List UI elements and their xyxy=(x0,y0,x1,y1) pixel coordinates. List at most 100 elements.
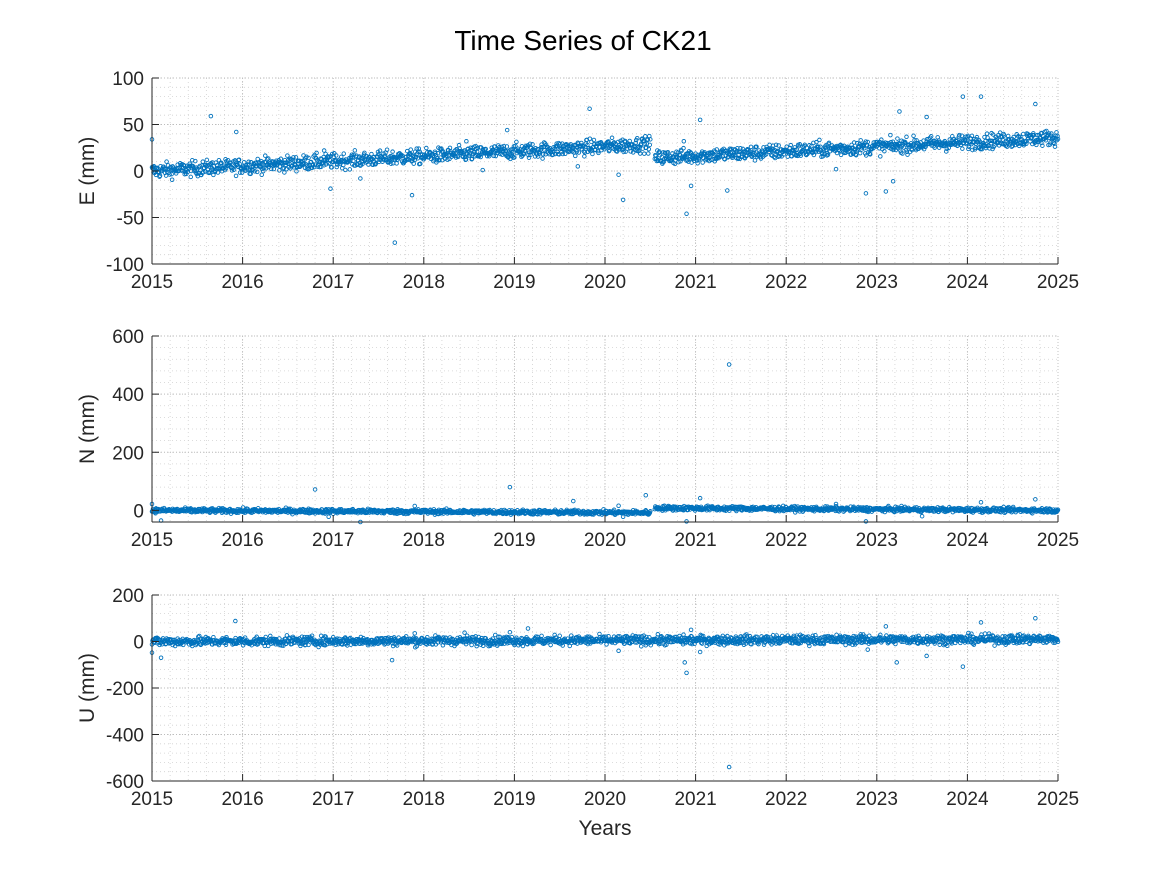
data-point xyxy=(718,154,723,159)
data-point xyxy=(282,170,287,175)
outlier-point xyxy=(326,514,331,520)
data-point xyxy=(632,144,637,150)
outlier-point xyxy=(684,211,689,217)
data-point xyxy=(225,157,231,163)
data-point xyxy=(838,152,844,158)
outlier-point xyxy=(960,94,966,99)
outlier-point xyxy=(897,109,902,114)
data-point xyxy=(985,135,990,140)
x-tick-label: 2017 xyxy=(312,530,354,551)
data-point xyxy=(261,165,267,170)
data-point xyxy=(700,160,705,165)
data-point xyxy=(329,165,334,170)
data-point xyxy=(237,170,243,175)
x-tick-label: 2023 xyxy=(856,530,898,551)
data-point xyxy=(983,138,988,144)
outlier-point xyxy=(464,138,469,144)
major-grid xyxy=(151,335,1059,522)
data-point xyxy=(656,158,661,164)
data-point xyxy=(229,168,235,173)
data-point xyxy=(491,153,497,159)
data-point xyxy=(369,151,374,157)
x-tick-label: 2015 xyxy=(131,530,173,551)
data-point xyxy=(323,162,329,167)
data-point xyxy=(879,137,884,142)
data-point xyxy=(169,177,175,183)
x-tick-label: 2024 xyxy=(946,530,989,551)
data-point xyxy=(1055,133,1060,139)
data-point xyxy=(646,151,651,156)
data-point xyxy=(905,152,910,157)
data-point xyxy=(609,135,615,141)
data-point xyxy=(591,137,597,143)
data-point xyxy=(434,160,439,165)
data-point xyxy=(504,144,510,149)
data-point xyxy=(213,160,219,165)
data-point xyxy=(863,139,868,144)
data-points xyxy=(149,94,1061,245)
data-point xyxy=(622,138,628,144)
x-tick-label: 2021 xyxy=(674,530,716,551)
outlier-point xyxy=(1033,101,1038,107)
data-point xyxy=(293,155,299,160)
data-point xyxy=(520,643,526,649)
data-point xyxy=(573,153,578,159)
data-point xyxy=(691,158,697,164)
data-point xyxy=(540,151,546,157)
data-point xyxy=(333,153,339,158)
data-point xyxy=(157,173,163,178)
data-point xyxy=(285,153,290,158)
data-point xyxy=(740,146,746,152)
x-tick-label: 2022 xyxy=(765,530,807,551)
data-point xyxy=(966,146,971,152)
data-point xyxy=(868,152,873,157)
data-point xyxy=(271,166,277,172)
data-point xyxy=(255,156,260,162)
data-point xyxy=(576,150,582,155)
data-point xyxy=(204,157,210,163)
data-point xyxy=(264,165,269,171)
data-point xyxy=(989,138,995,144)
outlier-point xyxy=(726,362,732,367)
data-point xyxy=(235,162,240,167)
data-point xyxy=(1047,142,1053,147)
outlier-point xyxy=(681,138,687,144)
data-point xyxy=(959,133,965,138)
data-point xyxy=(444,153,449,158)
data-point xyxy=(384,147,390,152)
outlier-point xyxy=(863,519,869,524)
data-point xyxy=(527,141,533,147)
data-point xyxy=(377,148,383,153)
outlier-point xyxy=(616,172,621,177)
data-point xyxy=(200,159,206,164)
outlier-point xyxy=(358,176,363,181)
data-point xyxy=(233,173,239,179)
y-tick-label: -50 xyxy=(117,209,144,230)
data-point xyxy=(1004,144,1010,149)
data-point xyxy=(797,142,803,147)
data-point xyxy=(188,174,194,180)
data-point xyxy=(388,161,394,166)
data-point xyxy=(463,157,469,162)
data-point xyxy=(809,143,814,149)
data-point xyxy=(512,155,517,160)
data-point xyxy=(281,165,287,171)
data-point xyxy=(193,158,198,164)
outlier-point xyxy=(697,495,703,501)
data-point xyxy=(780,147,786,153)
x-tick-label: 2020 xyxy=(584,272,626,293)
data-point xyxy=(823,145,828,151)
data-point xyxy=(837,148,842,154)
data-point xyxy=(1049,131,1054,136)
data-point xyxy=(236,157,242,162)
data-point xyxy=(1000,137,1005,142)
data-point xyxy=(667,153,673,159)
data-point xyxy=(817,137,822,143)
data-point xyxy=(878,154,883,159)
data-point xyxy=(252,169,257,174)
data-point xyxy=(634,135,640,141)
y-tick-label: 0 xyxy=(133,501,144,522)
data-point xyxy=(648,137,653,142)
data-point xyxy=(859,147,864,152)
